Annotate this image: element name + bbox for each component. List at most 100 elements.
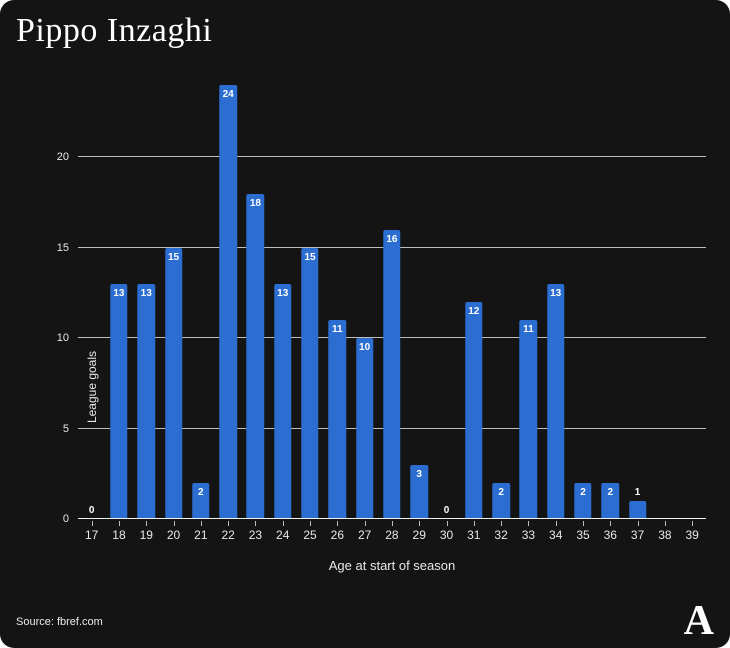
x-axis-tick: [664, 521, 666, 526]
x-axis-tick-labels: 17 18 19 20 21 22 23 24 25 26 27 28 29 30 31 32 33 34 35 36…: [78, 528, 706, 542]
x-tick-label: 36: [603, 528, 617, 542]
x-tick-label: 19: [139, 528, 153, 542]
x-axis-tick: [391, 521, 393, 526]
bar: [246, 193, 265, 519]
y-tick-label: 20: [56, 151, 69, 164]
bar-value-label: 15: [304, 251, 316, 263]
x-axis-tick: [173, 521, 175, 526]
bar-slot: 15: [160, 85, 187, 526]
bar-slot: 11: [515, 85, 542, 526]
x-tick-label: 33: [521, 528, 536, 542]
x-axis-tick: [91, 521, 93, 526]
bar-value-label: 13: [277, 287, 289, 299]
source-text: Source: fbref.com: [16, 616, 103, 628]
bar-slot: 1: [624, 85, 651, 526]
bar-value-label: 2: [580, 486, 586, 498]
bar: [519, 320, 538, 519]
bars-layer: 0 13 13 15 2 24 18 13 15 11 10 16 3 0 12 2 11 13 2 2 1: [78, 85, 706, 526]
bar-slot: 10: [351, 85, 378, 526]
bar: [574, 482, 592, 519]
bar-value-label: 18: [249, 197, 261, 209]
bar-slot: 13: [542, 85, 569, 526]
bar: [164, 247, 183, 519]
bar: [628, 500, 647, 519]
bar: [301, 247, 319, 519]
y-tick-label: 0: [62, 513, 69, 525]
bar-slot: 16: [378, 85, 405, 526]
bar-value-label: 13: [113, 287, 125, 299]
bar-slot: 13: [133, 85, 160, 526]
bar-slot: 18: [242, 85, 269, 526]
bar: [273, 283, 292, 519]
bar-value-label: 10: [359, 342, 371, 354]
bar-slot: 12: [460, 85, 487, 526]
bar-slot: 11: [324, 85, 351, 526]
bar-slot: 13: [269, 85, 296, 526]
bar-slot: 3: [406, 85, 433, 526]
bar-value-label: 3: [416, 468, 422, 480]
bar-slot: 2: [487, 85, 514, 526]
x-axis-tick: [118, 521, 120, 526]
x-axis-tick: [555, 521, 557, 526]
x-tick-label: 23: [248, 528, 263, 542]
x-tick-label: 27: [357, 528, 372, 542]
bar-value-label: 11: [523, 324, 534, 336]
bar: [410, 464, 428, 519]
bar: [110, 283, 128, 519]
bar-value-label: 24: [222, 89, 234, 100]
bar: [137, 283, 155, 519]
x-axis-tick: [692, 521, 694, 526]
x-axis-tick: [501, 521, 503, 526]
y-tick-label: 15: [56, 241, 69, 254]
bar: [383, 229, 401, 519]
bar-slot: 0: [78, 85, 105, 526]
x-axis-tick: [637, 521, 639, 526]
x-axis-tick: [446, 521, 448, 526]
gridline: [78, 156, 706, 158]
bar-slot: [679, 85, 706, 526]
x-tick-label: 24: [276, 528, 290, 542]
bar-value-label: 15: [167, 251, 180, 263]
bar: [192, 482, 210, 519]
x-axis-tick: [228, 521, 230, 526]
bar-value-label: 1: [634, 486, 641, 498]
x-tick-label: 32: [494, 528, 508, 542]
y-tick-label: 5: [62, 422, 69, 435]
x-tick-label: 18: [112, 528, 126, 542]
plot-area: League goals 0 5 10 15 20 0 13 13 15 2 24 18 13 15 11…: [57, 85, 706, 542]
bar-slot: [651, 85, 678, 526]
bar-value-label: 13: [550, 287, 562, 299]
bar: [355, 338, 374, 519]
bar: [465, 302, 483, 519]
bar-slot: 2: [569, 85, 596, 526]
bar: [328, 320, 347, 519]
x-axis-tick: [582, 521, 584, 526]
x-axis-tick: [146, 521, 148, 526]
bar: [219, 85, 237, 519]
bar-value-label: 2: [498, 486, 504, 498]
x-axis-tick: [337, 521, 339, 526]
x-axis-tick: [200, 521, 202, 526]
x-axis-tick: [473, 521, 475, 526]
x-axis-tick: [364, 521, 366, 526]
x-tick-label: 38: [658, 528, 672, 542]
bar-value-label: 12: [468, 306, 480, 317]
bar-value-label: 2: [198, 486, 204, 498]
x-tick-label: 29: [412, 528, 426, 542]
bar-slot: 2: [187, 85, 214, 526]
bar: [546, 283, 565, 519]
x-tick-label: 21: [194, 528, 208, 542]
x-axis-tick: [310, 521, 312, 526]
x-tick-label: 20: [166, 528, 181, 542]
bar-value-label: 0: [443, 505, 450, 516]
x-tick-label: 17: [84, 528, 99, 542]
x-tick-label: 37: [630, 528, 645, 542]
x-tick-label: 34: [549, 528, 563, 542]
x-axis-label: Age at start of season: [328, 558, 456, 573]
x-axis-tick: [255, 521, 257, 526]
bar-slot: 0: [433, 85, 460, 526]
x-axis-tick: [419, 521, 421, 526]
bar: [601, 482, 620, 519]
x-axis-tick: [528, 521, 530, 526]
